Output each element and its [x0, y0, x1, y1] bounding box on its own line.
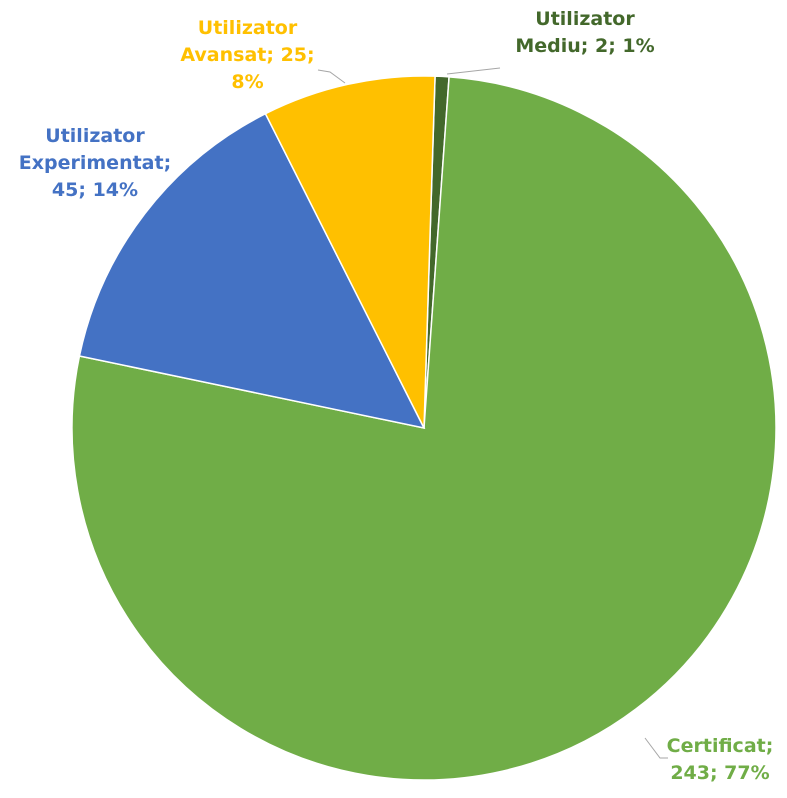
separator: ; [765, 735, 774, 757]
separator: ; [580, 35, 595, 57]
leader-line [317, 69, 346, 84]
data-label: Certificat; 243; 77% [655, 733, 785, 787]
data-label: Utilizator Avansat; 25; 8% [175, 15, 320, 96]
value-label: 25; 8% [231, 44, 315, 93]
slices [71, 75, 777, 781]
category-name: Utilizator Avansat [180, 17, 298, 66]
value-label: 2; 1% [594, 35, 655, 57]
separator: ; [163, 152, 172, 174]
value-label: 243; 77% [670, 762, 770, 784]
leader-line [644, 737, 668, 759]
category-name: Utilizator Mediu [515, 8, 635, 57]
data-label: Utilizator Experimentat; 45; 14% [10, 123, 180, 204]
data-label: Utilizator Mediu; 2; 1% [510, 6, 660, 60]
value-label: 45; 14% [51, 179, 139, 201]
pie-slice [78, 112, 426, 430]
separator: ; [266, 44, 281, 66]
pie-slice [264, 75, 436, 429]
category-name: Utilizator Experimentat [18, 125, 164, 174]
leader-line [446, 67, 501, 75]
category-name: Certificat [666, 735, 766, 757]
